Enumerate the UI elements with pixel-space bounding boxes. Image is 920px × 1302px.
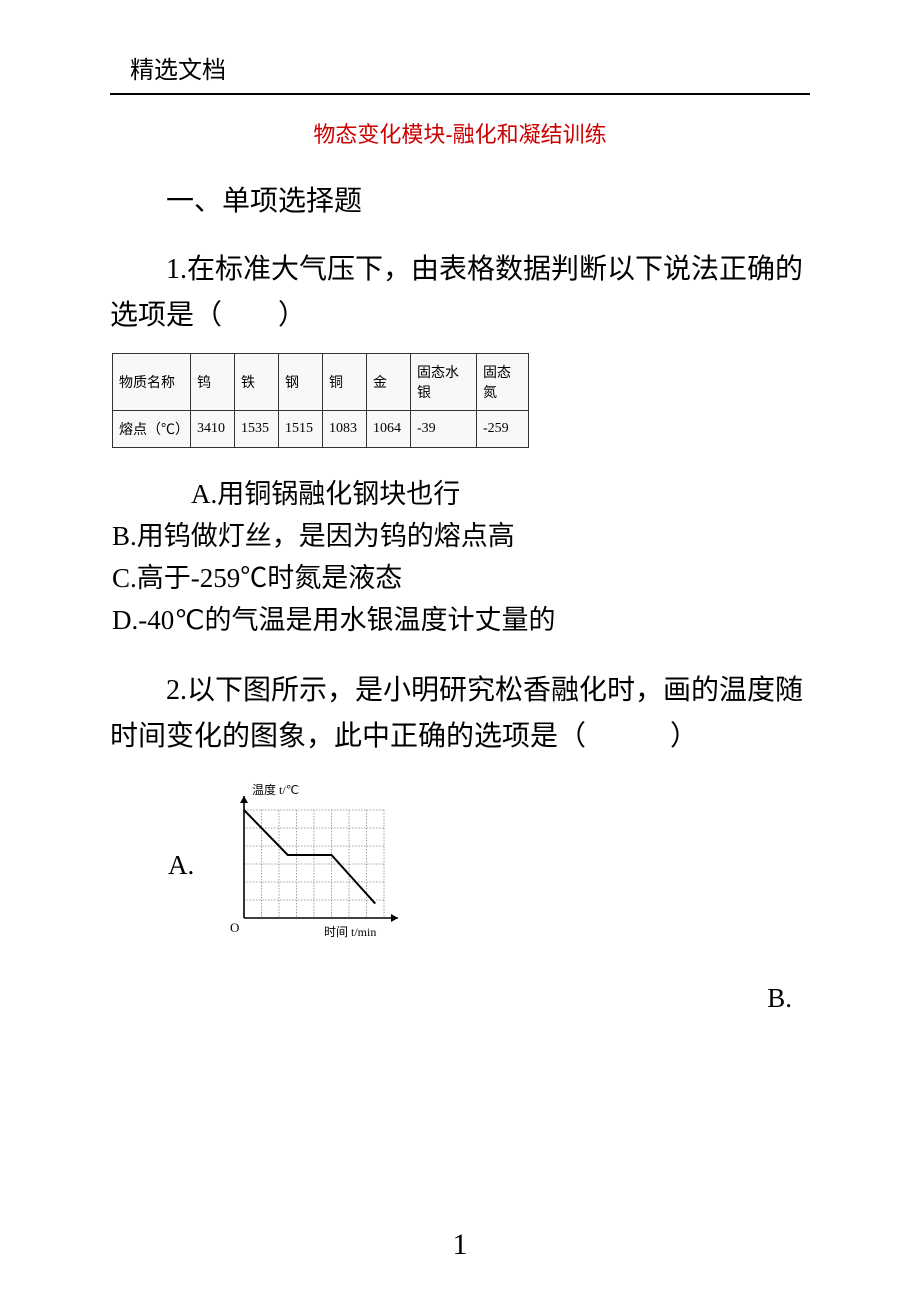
q2-graph-row: A. 温度 t/℃ 时间 t/min O xyxy=(110,778,810,953)
q2-graph: 温度 t/℃ 时间 t/min O xyxy=(214,778,414,953)
svg-text:时间 t/min: 时间 t/min xyxy=(324,925,376,939)
choice-b: B.用钨做灯丝，是因为钨的熔点高 xyxy=(110,516,810,558)
table-cell: 3410 xyxy=(191,411,235,448)
line-chart-icon: 温度 t/℃ 时间 t/min O xyxy=(214,778,414,948)
table-cell: 铁 xyxy=(235,354,279,411)
table-cell: 1515 xyxy=(279,411,323,448)
choice-d: D.-40℃的气温是用水银温度计丈量的 xyxy=(110,600,810,642)
table-cell: 固态氮 xyxy=(477,354,529,411)
table-cell: -39 xyxy=(411,411,477,448)
header-label: 精选文档 xyxy=(110,50,810,93)
choice-label-a: A. xyxy=(110,850,214,881)
table-header-row: 物质名称 钨 铁 钢 铜 金 固态水银 固态氮 xyxy=(113,354,529,411)
choice-label-b: B. xyxy=(110,983,810,1014)
table-cell: 熔点（℃） xyxy=(113,411,191,448)
header-underline xyxy=(110,93,810,95)
q1-choices: A.用铜锅融化钢块也行 B.用钨做灯丝，是因为钨的熔点高 C.高于-259℃时氮… xyxy=(110,474,810,641)
q2-text: 2.以下图所示，是小明研究松香融化时，画的温度随时间变化的图象，此中正确的选项是… xyxy=(110,668,810,760)
table-cell: -259 xyxy=(477,411,529,448)
document-page: 精选文档 物态变化模块-融化和凝结训练 一、单项选择题 1.在标准大气压下，由表… xyxy=(0,0,920,1044)
table-cell: 1535 xyxy=(235,411,279,448)
table-cell: 铜 xyxy=(323,354,367,411)
choice-a: A.用铜锅融化钢块也行 xyxy=(110,474,810,516)
svg-text:O: O xyxy=(230,920,239,935)
page-number: 1 xyxy=(0,1228,920,1262)
table-cell: 钢 xyxy=(279,354,323,411)
table-cell: 1083 xyxy=(323,411,367,448)
table-cell: 钨 xyxy=(191,354,235,411)
section-heading: 一、单项选择题 xyxy=(110,179,810,219)
table-cell: 1064 xyxy=(367,411,411,448)
svg-text:温度 t/℃: 温度 t/℃ xyxy=(252,782,299,797)
table-row: 熔点（℃） 3410 1535 1515 1083 1064 -39 -259 xyxy=(113,411,529,448)
q1-text: 1.在标准大气压下，由表格数据判断以下说法正确的选项是（ ） xyxy=(110,247,810,339)
table-cell: 固态水银 xyxy=(411,354,477,411)
table-cell: 物质名称 xyxy=(113,354,191,411)
table-cell: 金 xyxy=(367,354,411,411)
document-title: 物态变化模块-融化和凝结训练 xyxy=(110,117,810,149)
choice-c: C.高于-259℃时氮是液态 xyxy=(110,558,810,600)
q1-data-table: 物质名称 钨 铁 钢 铜 金 固态水银 固态氮 熔点（℃） 3410 1535 … xyxy=(112,353,529,448)
